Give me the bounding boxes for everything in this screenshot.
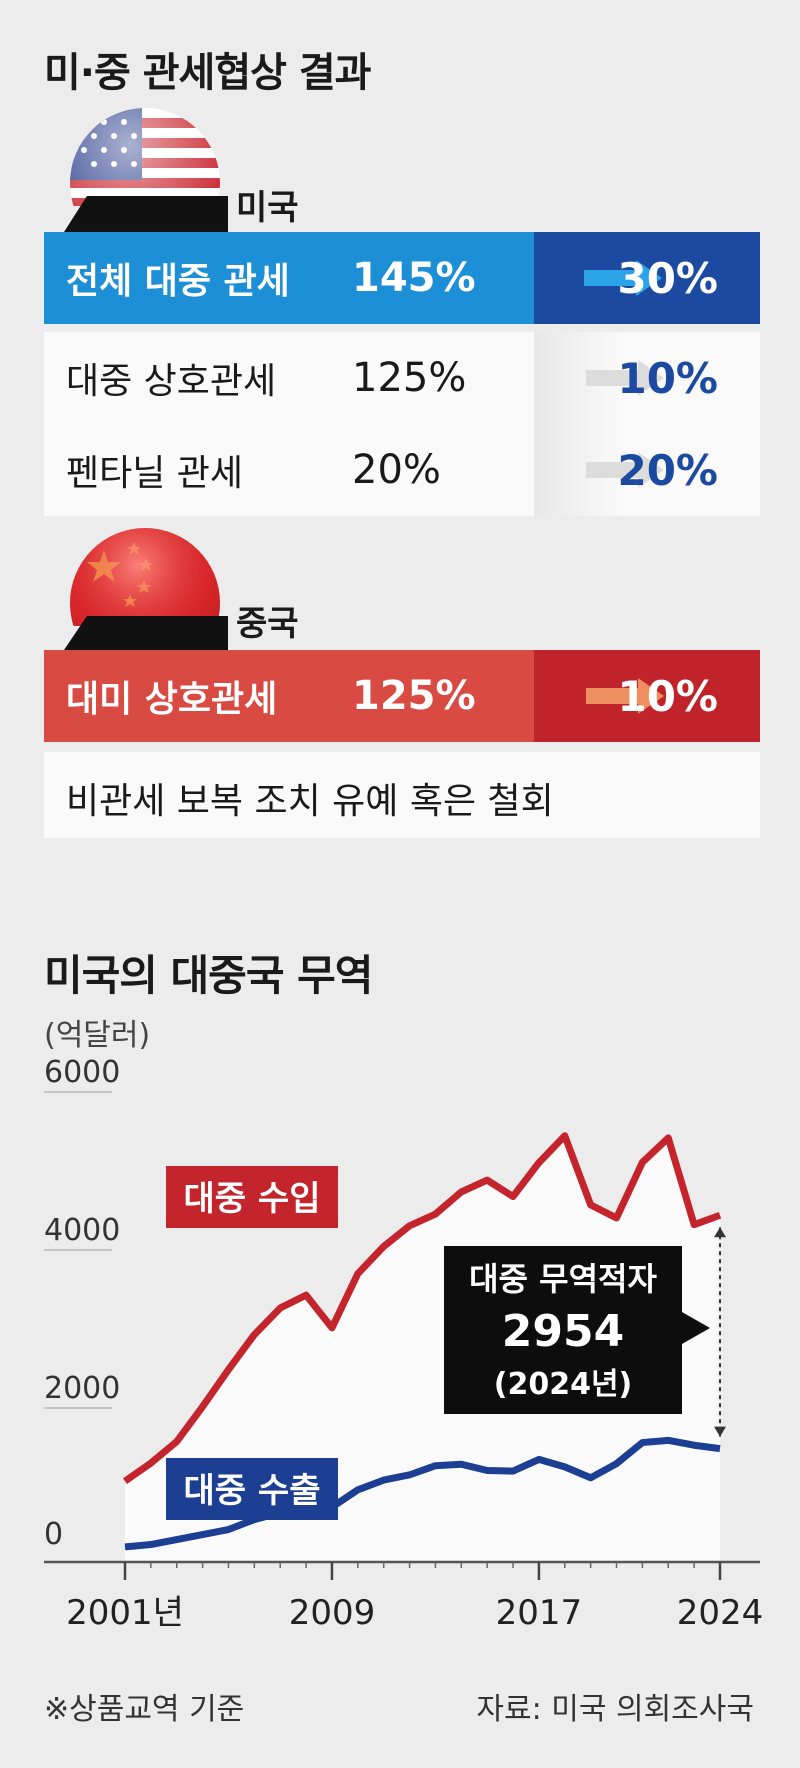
deficit-annotation-box — [444, 1246, 710, 1414]
x-tick-label: 2017 — [496, 1593, 583, 1633]
annotation-year: (2024년) — [494, 1367, 633, 1402]
annotation-value: 2954 — [502, 1306, 624, 1357]
row-before: 125% — [352, 673, 476, 719]
series-label-export: 대중 수출 — [184, 1471, 321, 1511]
row-name: 대미 상호관세 — [66, 679, 278, 720]
row-after: 20% — [617, 445, 718, 495]
y-tick-label: 0 — [44, 1517, 63, 1552]
row-after: 10% — [617, 353, 718, 403]
us-total-tariff-row: 전체 대중 관세 145% 30% — [44, 232, 760, 324]
chart-unit: (억달러) — [44, 1018, 151, 1053]
china-note: 비관세 보복 조치 유예 혹은 철회 — [66, 781, 554, 822]
row-name: 펜타닐 관세 — [66, 453, 244, 494]
chart-title: 미국의 대중국 무역 — [44, 951, 373, 1000]
annotation-title: 대중 무역적자 — [469, 1260, 657, 1298]
arrow-right-icon — [586, 678, 664, 714]
y-tick-label: 6000 — [44, 1055, 120, 1090]
row-before: 145% — [352, 255, 476, 301]
china-reciprocal-tariff-row: 대미 상호관세 125% 10% — [44, 650, 760, 742]
us-label: 미국 — [236, 188, 299, 228]
export-label-box — [166, 1458, 338, 1520]
chart-white-area — [125, 1135, 720, 1562]
flag-shadow — [64, 616, 228, 650]
arrow-right-icon — [586, 452, 664, 488]
row-name: 대중 상호관세 — [66, 361, 277, 402]
footnote-basis: ※상품교역 기준 — [44, 1692, 245, 1727]
china-label: 중국 — [236, 604, 299, 644]
export-series-line — [124, 1436, 721, 1551]
row-before: 20% — [352, 447, 441, 493]
import-series-line — [122, 1132, 722, 1485]
x-tick-label: 2009 — [289, 1593, 376, 1633]
y-tick-label: 4000 — [44, 1213, 120, 1248]
x-tick-label: 2001년 — [66, 1593, 184, 1633]
x-tick-label: 2024 — [677, 1593, 764, 1633]
arrow-right-icon — [586, 360, 664, 396]
row-name: 전체 대중 관세 — [66, 261, 290, 302]
us-fentanyl-tariff-row: 펜타닐 관세 20% 20% — [44, 424, 760, 516]
row-after: 30% — [617, 253, 718, 303]
page-title: 미·중 관세협상 결과 — [44, 50, 371, 96]
arrow-right-icon — [584, 260, 662, 296]
us-reciprocal-tariff-row: 대중 상호관세 125% 10% — [44, 332, 760, 424]
arrow-up-icon — [714, 1227, 726, 1238]
arrow-down-icon — [714, 1426, 726, 1437]
china-note-row: 비관세 보복 조치 유예 혹은 철회 — [44, 752, 760, 838]
footnote-source: 자료: 미국 의회조사국 — [476, 1692, 754, 1727]
row-after: 10% — [617, 671, 718, 721]
flag-shadow — [64, 196, 228, 232]
y-tick-label: 2000 — [44, 1371, 120, 1406]
import-label-box — [166, 1166, 338, 1228]
row-before: 125% — [352, 355, 467, 401]
series-label-import: 대중 수입 — [184, 1179, 321, 1219]
